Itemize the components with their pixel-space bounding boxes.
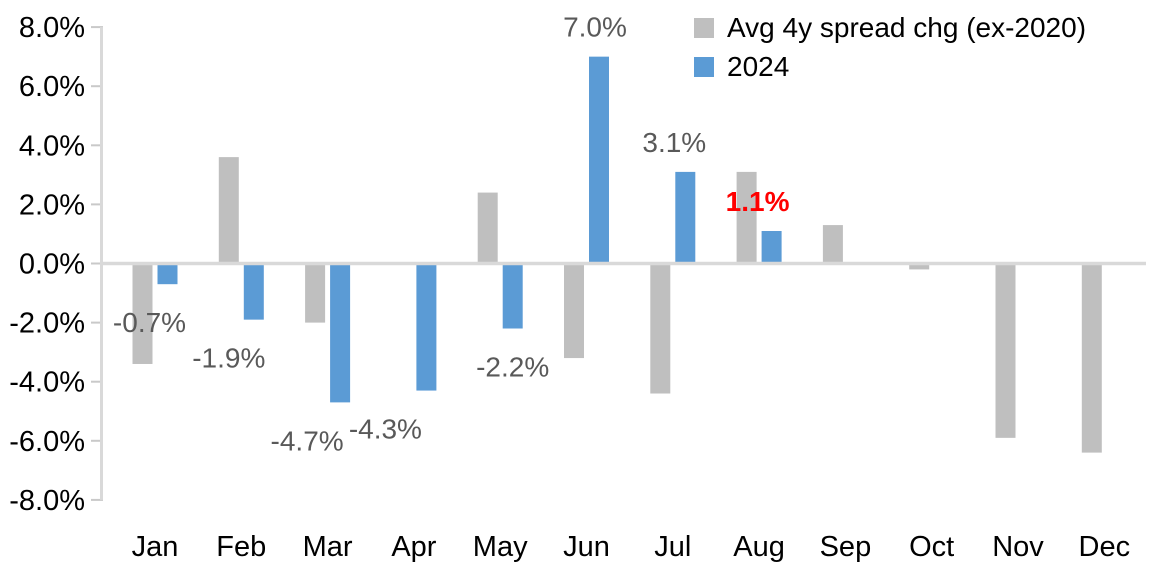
x-axis-label-oct: Oct [909,531,954,563]
bar-avg-dec [1081,263,1102,453]
data-label-aug: 1.1% [726,186,790,217]
bar-avg-nov [995,263,1016,438]
x-axis-label-apr: Apr [391,531,436,563]
x-axis-label-dec: Dec [1079,531,1131,563]
x-axis-label-feb: Feb [216,531,266,563]
bar-2024-apr [416,263,437,391]
bar-avg-jan [132,263,153,364]
bar-2024-jun [589,56,609,264]
y-axis-label: 6.0% [19,71,85,103]
y-axis-label: -2.0% [9,308,85,340]
y-axis-label: 4.0% [19,130,85,162]
bar-avg-jun [564,263,584,359]
legend-item-avg-spread: Avg 4y spread chg (ex-2020) [694,8,1086,47]
bar-2024-aug [761,230,782,264]
bar-2024-feb [243,263,264,320]
data-label-may: -2.2% [476,352,549,383]
y-axis-label: 0.0% [19,249,85,281]
legend-label-2024: 2024 [727,50,790,82]
y-axis-label: -8.0% [9,485,85,517]
bar-avg-sep [822,225,843,264]
y-axis-label: -6.0% [9,426,85,458]
bar-avg-may [477,192,498,264]
x-axis-label-jun: Jun [563,531,610,563]
legend-label-avg-spread: Avg 4y spread chg (ex-2020) [727,11,1087,43]
bar-avg-aug [736,171,757,264]
bar-avg-jul [650,263,671,394]
bar-avg-mar [305,263,326,323]
data-label-jul: 3.1% [642,127,706,158]
x-axis-label-mar: Mar [303,531,353,563]
data-label-jun: 7.0% [563,12,627,43]
legend-swatch-gray [694,17,714,38]
legend-item-2024: 2024 [694,47,1086,86]
data-label-feb: -1.9% [192,343,265,374]
x-axis-label-may: May [473,531,528,563]
x-axis-label-sep: Sep [820,531,872,563]
y-axis-label: 8.0% [19,12,85,44]
y-axis-label: 2.0% [19,189,85,221]
bar-2024-jul [675,171,696,264]
bar-2024-mar [330,263,351,403]
bar-avg-feb [218,157,239,264]
data-label-jan: -0.7% [113,307,186,338]
data-label-mar: -4.7% [271,425,344,456]
x-axis-label-aug: Aug [733,531,785,563]
x-axis-label-jan: Jan [132,531,179,563]
legend-swatch-blue [694,56,714,77]
bar-avg-oct [909,263,930,270]
x-axis-label-nov: Nov [992,531,1044,563]
y-axis-label: -4.0% [9,367,85,399]
data-label-apr: -4.3% [349,414,422,445]
x-axis-label-jul: Jul [654,531,691,563]
bar-2024-jan [157,263,178,285]
chart-legend: Avg 4y spread chg (ex-2020) 2024 [694,8,1086,86]
bar-2024-may [502,263,523,329]
